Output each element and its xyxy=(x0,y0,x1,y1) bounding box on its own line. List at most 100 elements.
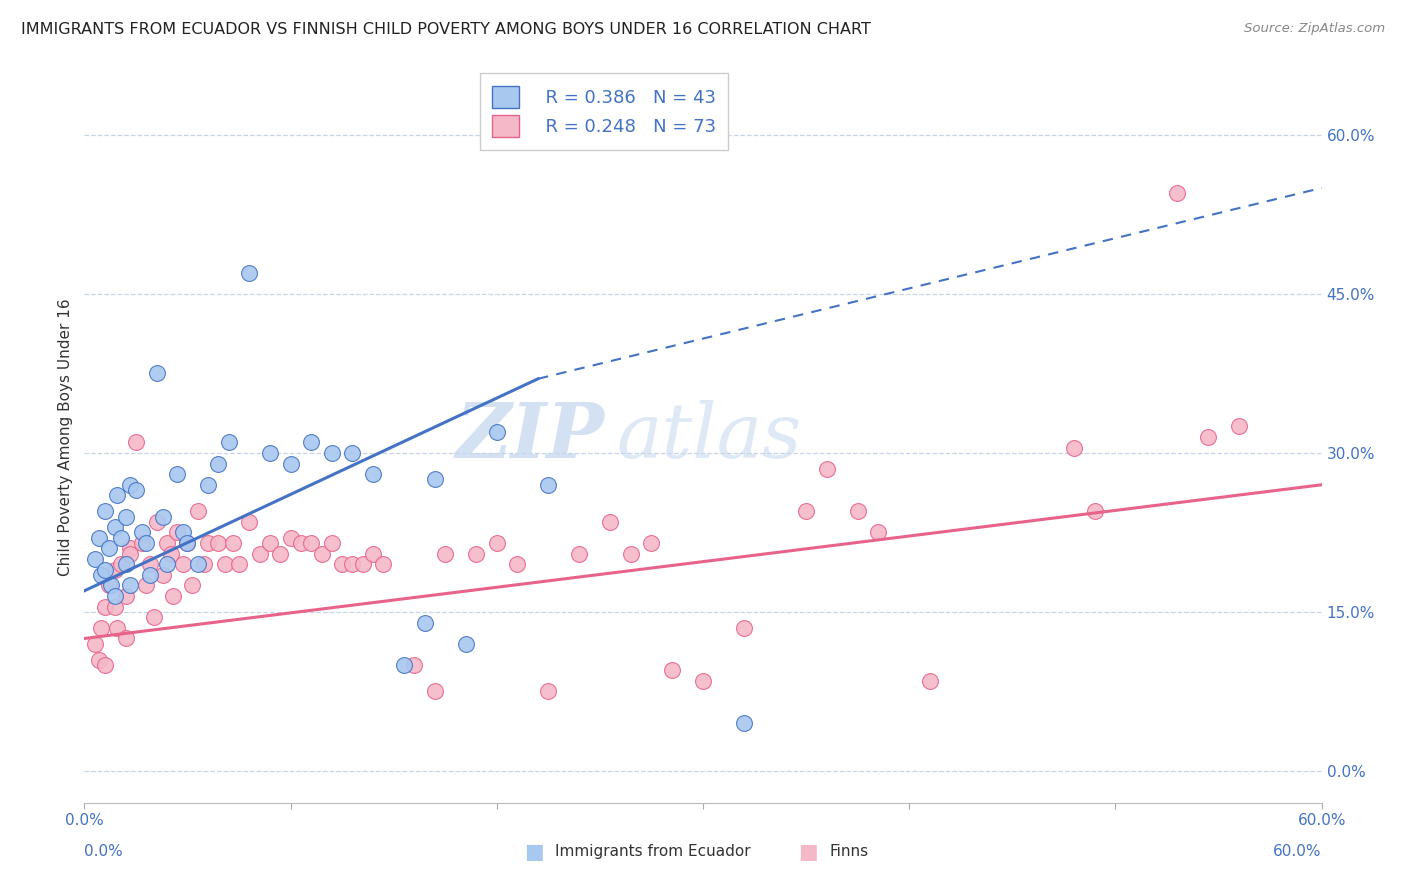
Point xyxy=(1166,186,1188,201)
Point xyxy=(104,599,127,614)
Point xyxy=(160,547,183,561)
Point xyxy=(187,558,209,572)
Text: ■: ■ xyxy=(524,842,544,862)
Point xyxy=(197,477,219,491)
Point xyxy=(413,615,436,630)
Point xyxy=(176,536,198,550)
Point xyxy=(434,547,457,561)
Point xyxy=(143,610,166,624)
Point xyxy=(537,477,560,491)
Point xyxy=(197,536,219,550)
Point xyxy=(465,547,488,561)
Point xyxy=(135,578,157,592)
Point xyxy=(87,531,110,545)
Point xyxy=(135,536,157,550)
Point xyxy=(423,684,446,698)
Point xyxy=(454,637,477,651)
Point xyxy=(361,467,384,482)
Point xyxy=(152,509,174,524)
Text: IMMIGRANTS FROM ECUADOR VS FINNISH CHILD POVERTY AMONG BOYS UNDER 16 CORRELATION: IMMIGRANTS FROM ECUADOR VS FINNISH CHILD… xyxy=(21,22,870,37)
Point xyxy=(918,673,941,688)
Point xyxy=(118,541,141,556)
Point xyxy=(259,536,281,550)
Point xyxy=(131,536,153,550)
Text: Immigrants from Ecuador: Immigrants from Ecuador xyxy=(555,845,751,859)
Point xyxy=(94,563,117,577)
Point xyxy=(692,673,714,688)
Point xyxy=(640,536,662,550)
Point xyxy=(83,637,105,651)
Point xyxy=(114,509,136,524)
Point xyxy=(104,589,127,603)
Point xyxy=(1197,430,1219,444)
Point xyxy=(98,541,121,556)
Point xyxy=(846,504,869,518)
Point xyxy=(568,547,591,561)
Point xyxy=(139,558,162,572)
Point xyxy=(485,536,508,550)
Point xyxy=(125,435,148,450)
Point xyxy=(794,504,817,518)
Point xyxy=(207,536,229,550)
Point xyxy=(172,525,194,540)
Point xyxy=(269,547,291,561)
Point xyxy=(238,515,260,529)
Text: 0.0%: 0.0% xyxy=(84,845,124,859)
Point xyxy=(162,589,184,603)
Point xyxy=(299,435,322,450)
Point xyxy=(506,558,529,572)
Point xyxy=(90,567,112,582)
Point xyxy=(118,578,141,592)
Point xyxy=(352,558,374,572)
Point xyxy=(815,462,838,476)
Point xyxy=(620,547,643,561)
Point xyxy=(373,558,395,572)
Point xyxy=(139,567,162,582)
Point xyxy=(145,367,167,381)
Point xyxy=(1227,419,1250,434)
Point xyxy=(104,563,127,577)
Point xyxy=(100,578,122,592)
Point xyxy=(404,658,426,673)
Point xyxy=(83,552,105,566)
Point xyxy=(90,621,112,635)
Point xyxy=(361,547,384,561)
Text: Source: ZipAtlas.com: Source: ZipAtlas.com xyxy=(1244,22,1385,36)
Point xyxy=(342,558,364,572)
Point xyxy=(180,578,202,592)
Point xyxy=(176,536,198,550)
Point xyxy=(222,536,245,550)
Point xyxy=(114,589,136,603)
Point xyxy=(423,473,446,487)
Point xyxy=(259,446,281,460)
Point xyxy=(330,558,353,572)
Point xyxy=(280,457,302,471)
Point xyxy=(733,716,755,731)
Legend:   R = 0.386   N = 43,   R = 0.248   N = 73: R = 0.386 N = 43, R = 0.248 N = 73 xyxy=(479,73,728,150)
Point xyxy=(321,536,343,550)
Point xyxy=(187,504,209,518)
Point xyxy=(87,653,110,667)
Point xyxy=(131,525,153,540)
Point xyxy=(98,578,121,592)
Point xyxy=(94,599,117,614)
Point xyxy=(392,658,415,673)
Text: Finns: Finns xyxy=(830,845,869,859)
Point xyxy=(114,558,136,572)
Point xyxy=(1063,441,1085,455)
Point xyxy=(599,515,621,529)
Point xyxy=(218,435,240,450)
Point xyxy=(1084,504,1107,518)
Point xyxy=(733,621,755,635)
Point xyxy=(118,547,141,561)
Point xyxy=(105,621,128,635)
Point xyxy=(342,446,364,460)
Point xyxy=(94,658,117,673)
Y-axis label: Child Poverty Among Boys Under 16: Child Poverty Among Boys Under 16 xyxy=(58,298,73,576)
Point xyxy=(152,567,174,582)
Text: atlas: atlas xyxy=(616,401,801,474)
Text: ZIP: ZIP xyxy=(456,401,605,474)
Point xyxy=(537,684,560,698)
Point xyxy=(207,457,229,471)
Point xyxy=(280,531,302,545)
